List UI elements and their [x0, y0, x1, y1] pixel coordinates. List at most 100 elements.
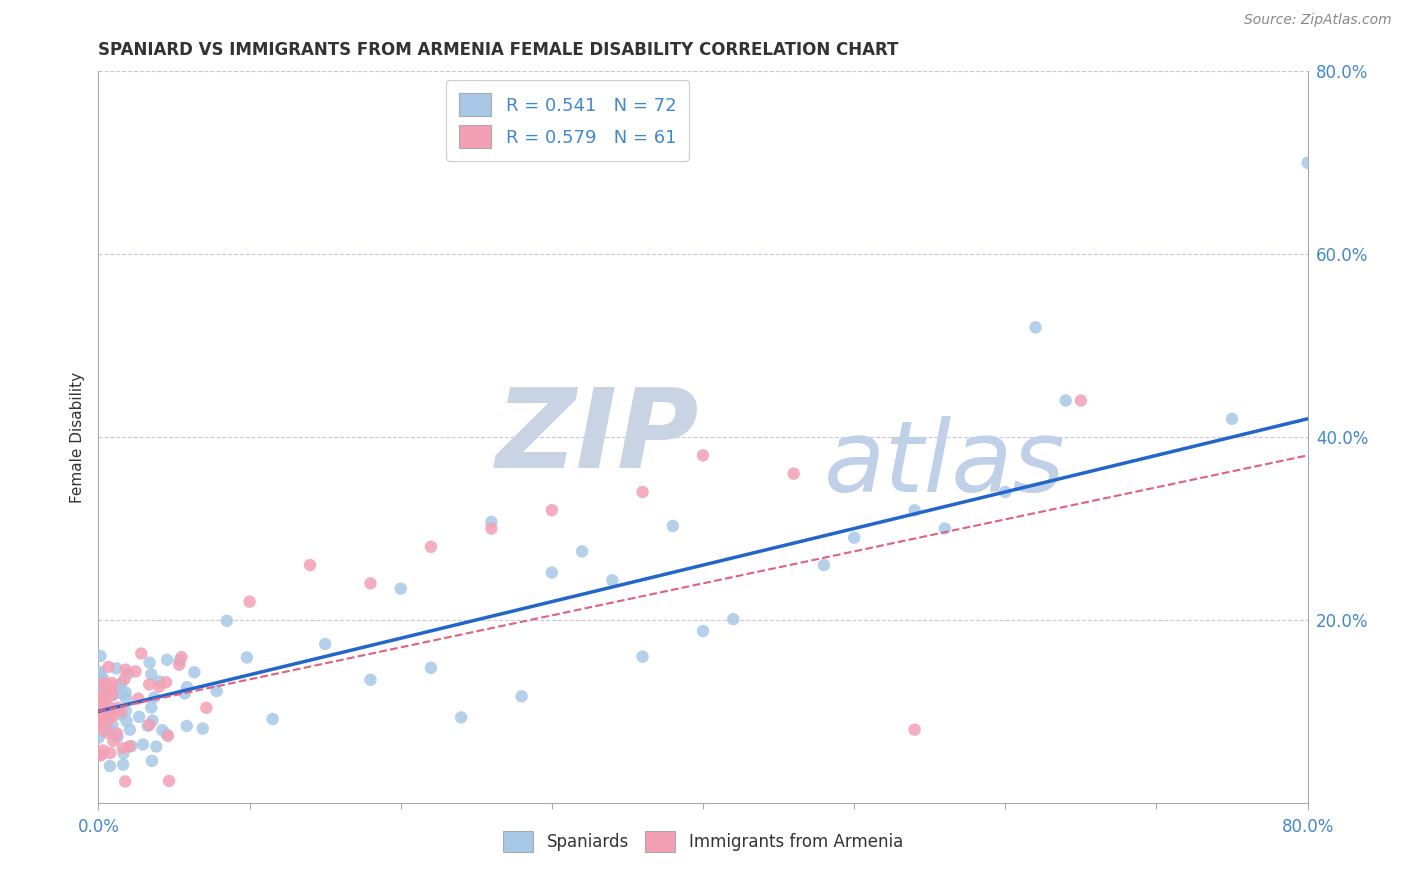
Point	[1070, 393, 1092, 408]
Point	[215, 614, 238, 628]
Text: atlas: atlas	[824, 416, 1066, 513]
Point	[360, 576, 382, 591]
Point	[692, 448, 714, 462]
Point	[136, 719, 159, 733]
Point	[118, 739, 141, 754]
Point	[176, 680, 198, 694]
Point	[91, 743, 114, 757]
Point	[236, 650, 259, 665]
Point	[97, 683, 120, 698]
Text: Source: ZipAtlas.com: Source: ZipAtlas.com	[1244, 13, 1392, 28]
Point	[96, 725, 118, 739]
Point	[107, 700, 129, 714]
Point	[783, 467, 806, 481]
Point	[156, 653, 179, 667]
Point	[132, 738, 155, 752]
Point	[262, 712, 284, 726]
Point	[129, 647, 152, 661]
Point	[117, 666, 139, 681]
Point	[148, 680, 170, 694]
Point	[111, 687, 134, 701]
Point	[138, 656, 160, 670]
Point	[813, 558, 835, 573]
Point	[105, 726, 128, 740]
Point	[89, 681, 111, 695]
Point	[314, 637, 336, 651]
Point	[723, 612, 745, 626]
Point	[141, 700, 163, 714]
Point	[97, 714, 120, 728]
Point	[97, 679, 120, 693]
Point	[239, 594, 262, 608]
Point	[127, 691, 149, 706]
Point	[510, 690, 533, 704]
Point	[118, 723, 141, 737]
Point	[540, 566, 562, 580]
Point	[183, 665, 205, 680]
Point	[101, 703, 124, 717]
Point	[169, 653, 191, 667]
Point	[360, 673, 382, 687]
Point	[141, 754, 163, 768]
Point	[108, 678, 131, 692]
Point	[93, 676, 115, 690]
Point	[98, 706, 121, 720]
Point	[97, 701, 120, 715]
Text: SPANIARD VS IMMIGRANTS FROM ARMENIA FEMALE DISABILITY CORRELATION CHART: SPANIARD VS IMMIGRANTS FROM ARMENIA FEMA…	[98, 41, 898, 59]
Point	[114, 685, 136, 699]
Point	[420, 540, 443, 554]
Point	[205, 684, 228, 698]
Point	[631, 485, 654, 500]
Point	[89, 665, 111, 679]
Point	[89, 714, 111, 729]
Point	[450, 710, 472, 724]
Point	[91, 692, 114, 706]
Point	[143, 690, 166, 705]
Point	[91, 712, 114, 726]
Point	[173, 686, 195, 700]
Point	[1220, 412, 1243, 426]
Point	[389, 582, 412, 596]
Point	[94, 706, 117, 721]
Point	[176, 719, 198, 733]
Point	[191, 722, 214, 736]
Point	[97, 660, 120, 674]
Point	[481, 515, 503, 529]
Point	[904, 503, 927, 517]
Point	[540, 503, 562, 517]
Y-axis label: Female Disability: Female Disability	[69, 371, 84, 503]
Point	[1296, 156, 1319, 170]
Point	[105, 661, 128, 675]
Point	[114, 672, 136, 686]
Point	[124, 665, 146, 679]
Point	[420, 661, 443, 675]
Point	[105, 730, 128, 744]
Point	[90, 699, 112, 714]
Point	[138, 677, 160, 691]
Point	[101, 688, 124, 702]
Point	[661, 519, 683, 533]
Point	[114, 704, 136, 718]
Point	[87, 707, 110, 722]
Point	[101, 688, 124, 702]
Point	[1024, 320, 1046, 334]
Point	[111, 741, 134, 756]
Point	[93, 673, 115, 687]
Point	[128, 710, 150, 724]
Point	[170, 650, 193, 665]
Point	[97, 698, 120, 713]
Point	[110, 705, 132, 719]
Point	[114, 774, 136, 789]
Point	[110, 676, 132, 690]
Point	[145, 739, 167, 754]
Point	[103, 734, 125, 748]
Point	[112, 746, 135, 760]
Point	[141, 714, 163, 728]
Point	[167, 657, 190, 672]
Point	[141, 667, 163, 681]
Point	[87, 706, 110, 721]
Point	[195, 701, 218, 715]
Point	[115, 714, 138, 728]
Point	[90, 748, 112, 763]
Point	[150, 723, 173, 738]
